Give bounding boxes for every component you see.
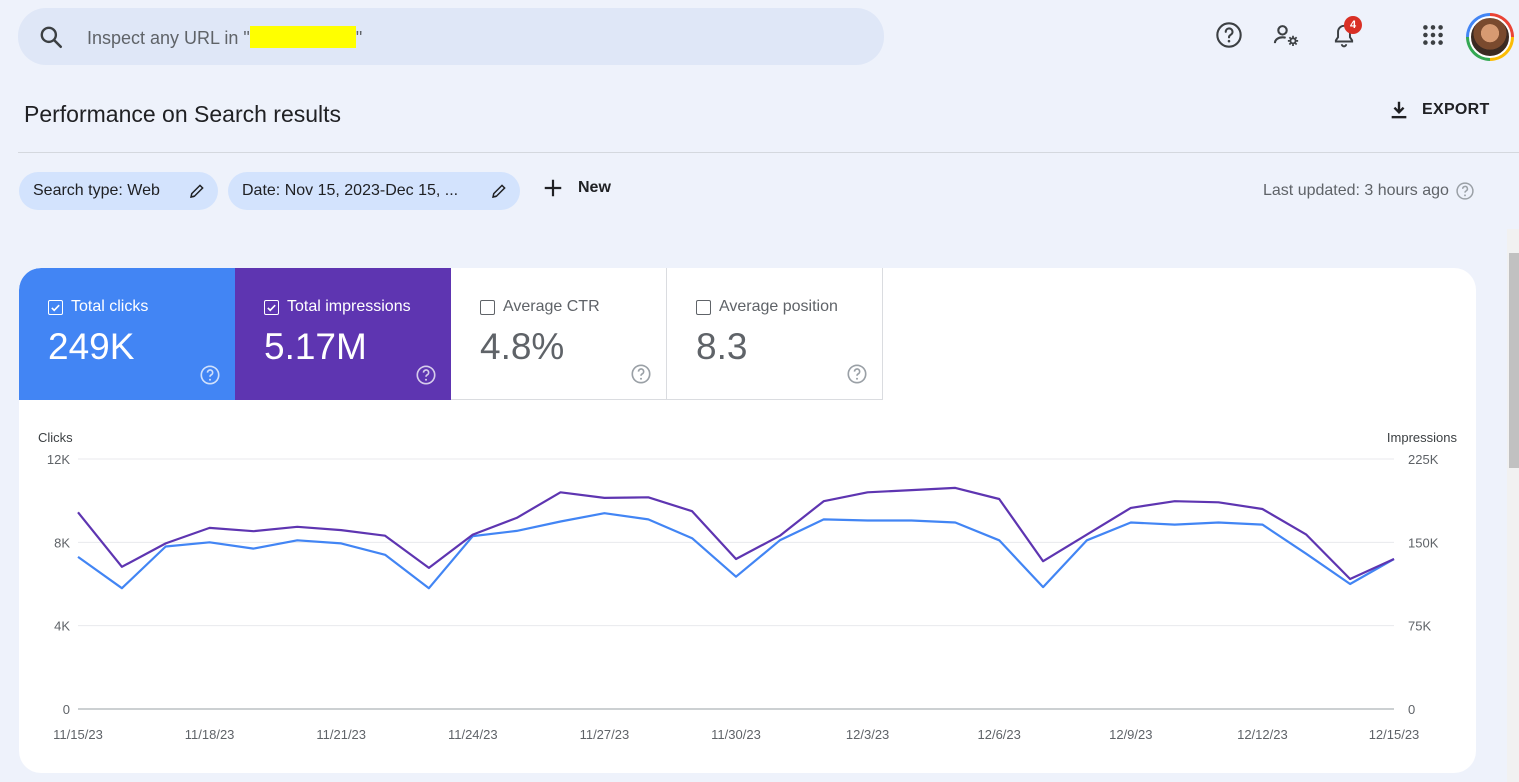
y-right-tick-label: 0: [1408, 702, 1415, 717]
metric-average-ctr[interactable]: Average CTR 4.8%: [451, 268, 667, 400]
help-icon[interactable]: [415, 364, 437, 386]
export-button[interactable]: EXPORT: [1388, 98, 1490, 122]
page-title: Performance on Search results: [24, 101, 342, 127]
avatar-photo: [1469, 16, 1511, 58]
help-icon[interactable]: [630, 363, 652, 385]
performance-card: Total clicks 249K Total impressions 5.17…: [19, 268, 1476, 773]
performance-line-chart: 0 0 4K 75K 8K 150K 12K 225K Clicks Impressions 11/…: [38, 430, 1458, 742]
plus-icon: [544, 179, 562, 197]
y-right-tick-label: 75K: [1408, 619, 1431, 634]
new-filter-button[interactable]: New: [542, 177, 611, 199]
metric-average-position[interactable]: Average position 8.3: [667, 268, 883, 400]
checkbox-unchecked-icon[interactable]: [696, 299, 711, 315]
page-scrollbar-thumb[interactable]: [1509, 253, 1519, 468]
x-tick-label: 12/12/23: [1237, 727, 1288, 742]
search-placeholder-end: ": [355, 28, 363, 48]
help-icon[interactable]: [846, 363, 868, 385]
new-filter-label: New: [578, 179, 611, 196]
x-tick-label: 11/27/23: [580, 727, 630, 742]
search-input[interactable]: Inspect any URL in " ": [87, 26, 362, 49]
checkbox-unchecked-icon[interactable]: [480, 299, 495, 315]
edit-pencil-icon: [492, 184, 506, 198]
x-tick-label: 12/6/23: [978, 727, 1021, 742]
help-icon[interactable]: [1455, 181, 1475, 201]
x-tick-label: 11/21/23: [316, 727, 366, 742]
y-right-tick-label: 150K: [1408, 535, 1439, 550]
apps-grid-icon[interactable]: [1418, 20, 1448, 50]
x-tick-label: 12/15/23: [1369, 727, 1420, 742]
metric-total-impressions[interactable]: Total impressions 5.17M: [235, 268, 451, 400]
metric-label: Average position: [719, 298, 838, 315]
metric-value: 8.3: [696, 326, 748, 367]
checkbox-checked-icon[interactable]: [264, 299, 279, 315]
export-label: EXPORT: [1422, 101, 1490, 118]
metric-value: 4.8%: [480, 326, 565, 367]
edit-pencil-icon: [190, 184, 204, 198]
search-placeholder: Inspect any URL in ": [87, 28, 250, 48]
date-filter-chip[interactable]: Date: Nov 15, 2023-Dec 15, ...: [228, 172, 520, 210]
last-updated-status: Last updated: 3 hours ago: [1263, 181, 1475, 201]
series-line-impressions: [77, 486, 1395, 581]
date-range-label: Date: Nov 15, 2023-Dec 15, ...: [242, 182, 459, 199]
search-icon[interactable]: [38, 24, 64, 50]
metric-value: 5.17M: [264, 326, 367, 367]
search-type-label: Search type: Web: [33, 182, 160, 199]
redacted-property-highlight: [249, 26, 356, 48]
metric-value: 249K: [48, 326, 135, 367]
y-left-tick-label: 8K: [54, 535, 70, 550]
user-settings-icon[interactable]: [1271, 20, 1301, 50]
metric-label: Total clicks: [71, 298, 149, 315]
series-line-clicks: [77, 512, 1395, 590]
header-divider: [18, 152, 1519, 153]
y-left-tick-label: 0: [63, 702, 70, 717]
y-left-axis-title: Clicks: [38, 430, 73, 445]
y-left-tick-label: 12K: [47, 452, 70, 467]
download-icon: [1391, 101, 1407, 119]
metric-label: Average CTR: [503, 298, 600, 315]
metric-label: Total impressions: [287, 298, 411, 315]
y-right-tick-label: 225K: [1408, 452, 1439, 467]
y-right-axis-title: Impressions: [1387, 430, 1458, 445]
url-inspection-search-bar[interactable]: [18, 8, 884, 65]
x-tick-label: 12/9/23: [1109, 727, 1152, 742]
x-tick-label: 11/24/23: [448, 727, 498, 742]
search-type-filter-chip[interactable]: Search type: Web: [19, 172, 218, 210]
x-tick-label: 12/3/23: [846, 727, 889, 742]
metric-total-clicks[interactable]: Total clicks 249K: [19, 268, 235, 400]
account-avatar[interactable]: [1466, 13, 1514, 61]
x-tick-label: 11/18/23: [185, 727, 235, 742]
checkbox-checked-icon[interactable]: [48, 299, 63, 315]
help-icon[interactable]: [1214, 20, 1244, 50]
notification-count-badge: 4: [1344, 16, 1362, 34]
x-tick-label: 11/15/23: [53, 727, 103, 742]
x-tick-label: 11/30/23: [711, 727, 761, 742]
last-updated-text: Last updated: 3 hours ago: [1263, 182, 1449, 199]
help-icon[interactable]: [199, 364, 221, 386]
y-left-tick-label: 4K: [54, 619, 70, 634]
